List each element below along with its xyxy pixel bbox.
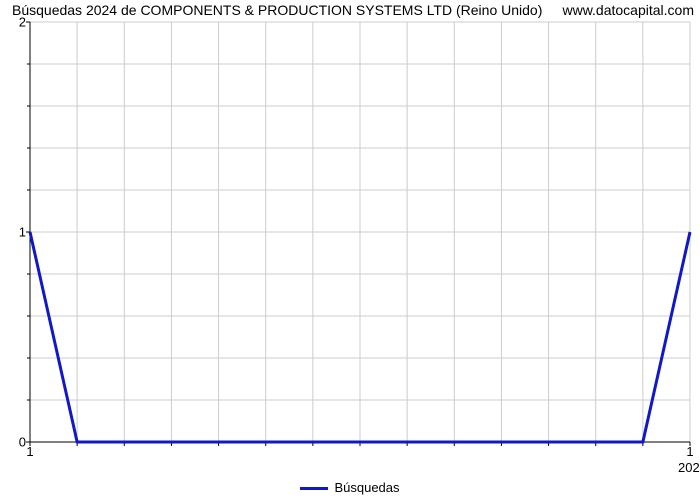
y-tick-label: 2 (6, 15, 26, 30)
chart-svg (30, 22, 690, 442)
chart-container: Búsquedas 2024 de COMPONENTS & PRODUCTIO… (0, 0, 700, 500)
legend-label: Búsquedas (334, 480, 399, 495)
legend: Búsquedas (0, 480, 700, 495)
x-tick-label-left: 1 (26, 444, 33, 459)
watermark-text: www.datocapital.com (562, 2, 694, 18)
legend-swatch (300, 487, 328, 490)
y-tick-label: 1 (6, 225, 26, 240)
plot-area (30, 22, 690, 442)
x-tick-label-right: 1 (686, 444, 693, 459)
x-sublabel-right: 202 (678, 460, 700, 475)
chart-title: Búsquedas 2024 de COMPONENTS & PRODUCTIO… (12, 2, 542, 18)
y-tick-label: 0 (6, 435, 26, 450)
